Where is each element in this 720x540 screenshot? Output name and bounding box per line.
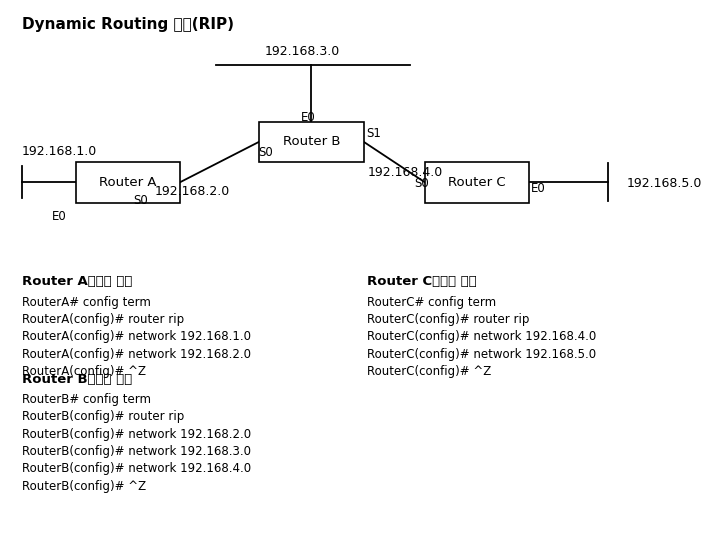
Text: RouterC(config)# network 192.168.4.0: RouterC(config)# network 192.168.4.0 — [367, 330, 596, 343]
Text: E0: E0 — [52, 210, 66, 222]
Text: RouterC# config term: RouterC# config term — [367, 296, 496, 309]
Text: RouterB(config)# ^Z: RouterB(config)# ^Z — [22, 480, 145, 492]
Text: RouterB# config term: RouterB# config term — [22, 393, 150, 406]
Text: Router A: Router A — [99, 176, 156, 189]
Text: E0: E0 — [531, 183, 545, 195]
Text: 192.168.1.0: 192.168.1.0 — [22, 145, 97, 158]
Text: S1: S1 — [366, 127, 381, 140]
Text: RouterA(config)# network 192.168.2.0: RouterA(config)# network 192.168.2.0 — [22, 348, 251, 361]
Text: S0: S0 — [414, 177, 428, 190]
Text: 192.168.2.0: 192.168.2.0 — [155, 185, 230, 198]
Text: 192.168.5.0: 192.168.5.0 — [626, 177, 702, 190]
Text: S0: S0 — [133, 194, 148, 207]
Text: RouterB(config)# router rip: RouterB(config)# router rip — [22, 410, 184, 423]
Text: RouterA(config)# network 192.168.1.0: RouterA(config)# network 192.168.1.0 — [22, 330, 251, 343]
Text: RouterC(config)# network 192.168.5.0: RouterC(config)# network 192.168.5.0 — [367, 348, 596, 361]
Text: RouterA(config)# router rip: RouterA(config)# router rip — [22, 313, 184, 326]
Text: RouterA(config)# ^Z: RouterA(config)# ^Z — [22, 365, 145, 378]
Text: E0: E0 — [301, 111, 315, 124]
Text: Router C에서의 설정: Router C에서의 설정 — [367, 275, 477, 288]
Text: Dynamic Routing 설정(RIP): Dynamic Routing 설정(RIP) — [22, 17, 233, 32]
Text: RouterC(config)# ^Z: RouterC(config)# ^Z — [367, 365, 492, 378]
Text: Router B에서의 설정: Router B에서의 설정 — [22, 373, 132, 386]
Text: Router B: Router B — [283, 135, 340, 148]
FancyBboxPatch shape — [259, 122, 364, 162]
Text: RouterB(config)# network 192.168.4.0: RouterB(config)# network 192.168.4.0 — [22, 462, 251, 475]
Text: RouterB(config)# network 192.168.3.0: RouterB(config)# network 192.168.3.0 — [22, 445, 251, 458]
Text: 192.168.3.0: 192.168.3.0 — [265, 45, 340, 58]
Text: Router A에서의 설정: Router A에서의 설정 — [22, 275, 132, 288]
FancyBboxPatch shape — [76, 162, 180, 202]
Text: RouterA# config term: RouterA# config term — [22, 296, 150, 309]
FancyBboxPatch shape — [425, 162, 529, 202]
Text: 192.168.4.0: 192.168.4.0 — [367, 166, 443, 179]
Text: S0: S0 — [258, 146, 272, 159]
Text: RouterB(config)# network 192.168.2.0: RouterB(config)# network 192.168.2.0 — [22, 428, 251, 441]
Text: RouterC(config)# router rip: RouterC(config)# router rip — [367, 313, 530, 326]
Text: Router C: Router C — [448, 176, 506, 189]
